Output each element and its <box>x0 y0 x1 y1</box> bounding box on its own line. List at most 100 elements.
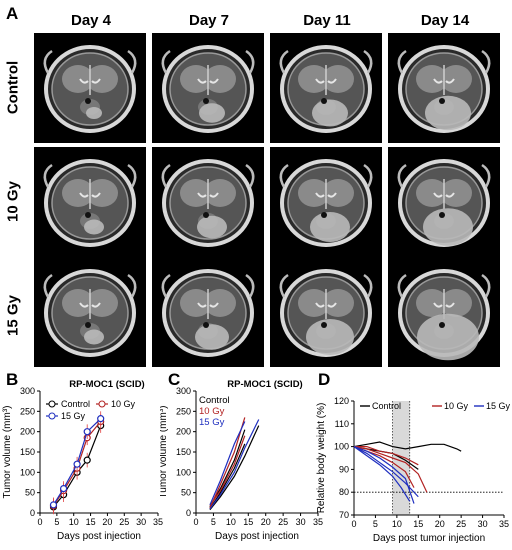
panel-letter-c: C <box>168 370 181 389</box>
chart-c-series-line-2 <box>209 425 260 511</box>
chart-c-legend-label: Control <box>199 395 230 406</box>
chart-c-x-axis-label: Days post injection <box>215 531 299 542</box>
row-label-10gy: 10 Gy <box>4 181 22 222</box>
chart-c-y-tick-label: 250 <box>176 406 191 416</box>
mri-scan-15gy-col-3 <box>270 257 382 367</box>
chart-d-x-tick-label: 35 <box>499 519 509 529</box>
chart-b-y-tick-label: 250 <box>20 406 35 416</box>
chart-c-x-tick-label: 35 <box>313 517 323 527</box>
mri-scan-10gy-col-3 <box>270 147 382 257</box>
chart-c-y-tick-label: 50 <box>181 488 191 498</box>
chart-d-series-line-6 <box>353 446 419 498</box>
chart-c-x-tick-label: 15 <box>243 517 253 527</box>
panel-letter-b: B <box>6 370 19 389</box>
chart-b-y-axis-label: Tumor volume (mm³) <box>2 406 13 499</box>
chart-d-y-axis-label: Relative body weight (%) <box>316 403 327 514</box>
chart-b-x-tick-label: 10 <box>69 517 79 527</box>
chart-c-legend-label: 10 Gy <box>199 406 225 417</box>
chart-tumor-volume-individual: 0 5 10 15 20 25 30 35 0 50 100 150 200 250 300 Days pos… <box>160 379 323 542</box>
chart-c-title: RP-MOC1 (SCID) <box>227 379 302 390</box>
chart-d-axes: 0 5 10 15 20 25 30 35 70 80 90 100 110 120 Days post t… <box>316 396 509 544</box>
chart-b-x-tick-label: 25 <box>119 517 129 527</box>
chart-d-y-tick-label: 120 <box>334 396 349 406</box>
chart-b-x-tick-label: 35 <box>153 517 163 527</box>
chart-c-y-axis-label: Tumor volume (mm³) <box>160 406 169 499</box>
column-label-day-4: Day 4 <box>70 12 112 29</box>
chart-c-series-line-6 <box>209 421 246 506</box>
chart-d-x-tick-label: 0 <box>351 519 356 529</box>
chart-b-legend-marker <box>48 400 56 408</box>
chart-c-y-tick-label: 200 <box>176 427 191 437</box>
column-label-day-14: Day 14 <box>420 12 470 29</box>
chart-b-x-tick-label: 0 <box>37 517 42 527</box>
chart-c-x-tick-label: 10 <box>226 517 236 527</box>
chart-b-legend-marker <box>98 400 106 408</box>
mri-scan-10gy-col-4 <box>388 147 500 257</box>
chart-d-x-tick-label: 5 <box>373 519 378 529</box>
row-label-control: Control <box>4 60 22 115</box>
chart-d-y-tick-label: 90 <box>339 464 349 474</box>
chart-c-y-tick-label: 100 <box>176 467 191 477</box>
row-label-15gy: 15 Gy <box>4 295 22 336</box>
chart-c-series-line-5 <box>209 419 260 510</box>
chart-b-y-tick-label: 200 <box>20 427 35 437</box>
chart-d-x-axis-label: Days post tumor injection <box>373 533 485 544</box>
mri-scan-control-col-4 <box>388 33 500 143</box>
chart-d-x-tick-label: 15 <box>413 519 423 529</box>
chart-c-y-tick-label: 300 <box>176 386 191 396</box>
chart-c-axes: 0 5 10 15 20 25 30 35 0 50 100 150 200 250 300 Days pos… <box>160 379 323 542</box>
chart-b-data-point <box>83 428 91 436</box>
chart-b-x-tick-label: 5 <box>54 517 59 527</box>
chart-d-y-tick-label: 100 <box>334 442 349 452</box>
chart-d-x-tick-label: 10 <box>392 519 402 529</box>
chart-c-series-line-4 <box>209 435 246 507</box>
chart-d-series-line-7 <box>353 446 411 502</box>
chart-b-data-point <box>49 501 58 509</box>
chart-b-legend-label: 15 Gy <box>61 411 86 421</box>
mri-scan-control-col-2 <box>152 33 264 143</box>
chart-b-x-axis-label: Days post injection <box>57 531 141 542</box>
chart-c-x-tick-label: 5 <box>211 517 216 527</box>
chart-c-x-tick-label: 25 <box>278 517 288 527</box>
chart-b-data-point <box>97 415 105 423</box>
chart-d-series-line-4 <box>354 445 419 466</box>
chart-c-x-tick-label: 30 <box>296 517 306 527</box>
mri-scan-15gy-col-1 <box>34 257 146 367</box>
chart-b-legend-marker <box>48 412 56 420</box>
chart-c-series-line-0 <box>209 443 246 510</box>
column-label-day-7: Day 7 <box>188 12 230 29</box>
chart-b-data-point <box>59 484 68 493</box>
mri-scan-15gy-col-2 <box>152 257 264 367</box>
chart-d-series-line-0 <box>353 441 462 452</box>
chart-b-axes: 0 5 10 15 20 25 30 35 0 50 100 150 200 250 300 Days pos… <box>2 379 163 542</box>
chart-c-x-tick-label: 0 <box>193 517 198 527</box>
chart-d-legend-label: 15 Gy <box>486 401 511 411</box>
chart-d-legend-label: Control <box>372 401 401 411</box>
chart-d-series-line-2 <box>353 446 428 493</box>
chart-d-y-tick-label: 70 <box>339 510 349 520</box>
mri-scan-10gy-col-2 <box>152 147 264 257</box>
mri-scan-control-col-1 <box>34 33 146 143</box>
chart-b-legend-label: 10 Gy <box>111 399 136 409</box>
chart-d-y-tick-label: 110 <box>335 419 349 429</box>
chart-d-series-line-5 <box>353 446 415 504</box>
chart-d-x-tick-label: 25 <box>456 519 466 529</box>
chart-c-series-line-3 <box>209 417 246 509</box>
column-label-day-11: Day 11 <box>303 12 351 29</box>
chart-b-y-tick-label: 300 <box>20 386 35 396</box>
chart-b-y-tick-label: 50 <box>25 488 35 498</box>
chart-c-legend-label: 15 Gy <box>199 417 225 428</box>
chart-b-title: RP-MOC1 (SCID) <box>69 379 144 390</box>
chart-relative-body-weight: 0 5 10 15 20 25 30 35 70 80 90 100 110 120 Days post t… <box>316 396 511 544</box>
chart-c-x-tick-label: 20 <box>261 517 271 527</box>
mri-scan-control-col-3 <box>270 33 382 143</box>
chart-b-y-tick-label: 100 <box>20 467 35 477</box>
chart-d-legend-label: 10 Gy <box>444 401 469 411</box>
panel-letter-a: A <box>6 4 19 23</box>
chart-b-x-tick-label: 15 <box>86 517 96 527</box>
chart-b-legend-label: Control <box>61 399 90 409</box>
chart-b-x-tick-label: 30 <box>136 517 146 527</box>
mri-scan-15gy-col-4 <box>388 257 500 367</box>
chart-b-y-tick-label: 150 <box>20 447 35 457</box>
chart-b-x-tick-label: 20 <box>102 517 112 527</box>
